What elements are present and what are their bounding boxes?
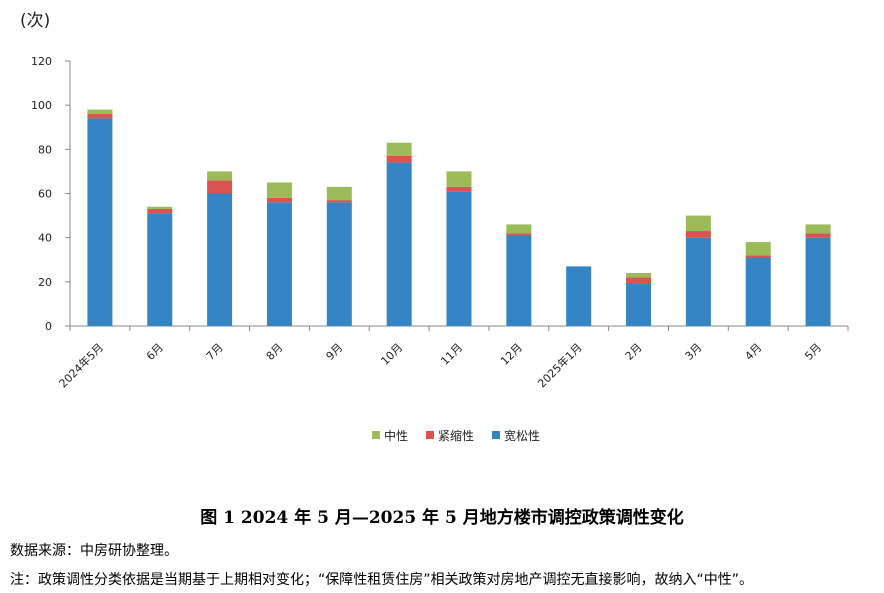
bar-segment-中性-9月 (326, 186, 352, 201)
y-tick-label: 80 (38, 143, 52, 156)
bar-segment-紧缩性-11月 (446, 186, 472, 192)
y-tick-label: 100 (31, 99, 52, 112)
stacked-bar-chart: 0 20 40 60 80 100 120 2024年5月 6月 7月 8月 9月 10月 11月 12月… (31, 55, 849, 443)
bar-segment-紧缩性-12月 (506, 233, 532, 236)
legend-label-紧缩性: 紧缩性 (438, 428, 474, 443)
y-axis-unit-label: (次) (20, 11, 51, 31)
x-tick-label: 2025年1月 (535, 340, 585, 390)
bar-segment-中性-4月 (745, 242, 771, 256)
footnote: 注：政策调性分类依据是当期基于上期相对变化；“保障性租赁住房”相关政策对房地产调… (10, 572, 754, 588)
bar-segment-紧缩性-2024年5月 (87, 114, 113, 119)
bar-segment-中性-6月 (147, 206, 173, 209)
bar-segment-宽松性-2月 (626, 284, 652, 326)
bar-segment-紧缩性-3月 (685, 231, 711, 238)
x-tick-label: 11月 (438, 341, 465, 368)
legend: 中性 紧缩性 宽松性 (372, 428, 540, 443)
bar-segment-宽松性-7月 (207, 193, 233, 326)
x-tick-label: 10月 (378, 341, 405, 368)
x-tick-label: 5月 (802, 341, 824, 363)
bars-layer (87, 109, 831, 327)
x-tick-label: 9月 (324, 341, 346, 363)
bar-segment-中性-2024年5月 (87, 109, 113, 114)
bar-segment-宽松性-2024年5月 (87, 118, 113, 327)
bar-segment-紧缩性-5月 (805, 233, 831, 238)
y-tick-label: 60 (38, 188, 52, 201)
legend-swatch-中性 (372, 431, 380, 439)
x-tick-labels-layer: 2024年5月 6月 7月 8月 9月 10月 11月 12月 2025年1月 2月 3月 4月 5月 (56, 340, 824, 390)
bar-segment-紧缩性-10月 (386, 155, 412, 163)
bar-segment-宽松性-10月 (386, 162, 412, 326)
legend-swatch-紧缩性 (426, 431, 434, 439)
bar-segment-中性-2月 (626, 273, 652, 278)
bar-segment-紧缩性-2月 (626, 277, 652, 285)
bar-segment-宽松性-5月 (805, 237, 831, 326)
data-source-note: 数据来源：中房研协整理。 (10, 543, 178, 559)
y-tick-label: 40 (38, 232, 52, 245)
bar-segment-宽松性-2025年1月 (566, 266, 592, 326)
legend-label-中性: 中性 (384, 428, 408, 443)
bar-segment-宽松性-8月 (266, 202, 292, 326)
x-tick-label: 2024年5月 (56, 340, 106, 390)
x-tick-label: 3月 (683, 341, 705, 363)
legend-swatch-宽松性 (492, 431, 500, 439)
y-tick-label: 120 (31, 55, 52, 68)
bar-segment-宽松性-11月 (446, 191, 472, 326)
bar-segment-中性-10月 (386, 142, 412, 156)
x-tick-label: 7月 (204, 341, 226, 363)
bar-segment-中性-8月 (266, 182, 292, 198)
x-tick-label: 12月 (498, 341, 525, 368)
bar-segment-宽松性-4月 (745, 257, 771, 326)
bar-segment-宽松性-3月 (685, 237, 711, 326)
legend-label-宽松性: 宽松性 (504, 428, 540, 443)
x-tick-label: 8月 (264, 341, 286, 363)
x-tick-label: 6月 (144, 341, 166, 363)
bar-segment-中性-7月 (207, 171, 233, 181)
bar-segment-宽松性-6月 (147, 213, 173, 326)
bar-segment-紧缩性-8月 (266, 197, 292, 203)
bar-segment-紧缩性-7月 (207, 180, 233, 194)
y-tick-label: 20 (38, 276, 52, 289)
bar-segment-宽松性-12月 (506, 235, 532, 326)
bar-segment-宽松性-9月 (326, 202, 352, 326)
bar-segment-紧缩性-4月 (745, 255, 771, 258)
y-tick-label: 0 (45, 320, 52, 333)
bar-segment-紧缩性-9月 (326, 200, 352, 203)
bar-segment-中性-12月 (506, 224, 532, 234)
x-tick-label: 4月 (742, 341, 764, 363)
bar-segment-中性-3月 (685, 215, 711, 232)
bar-segment-中性-11月 (446, 171, 472, 187)
x-tick-label: 2月 (623, 341, 645, 363)
bar-segment-紧缩性-6月 (147, 208, 173, 214)
bar-segment-中性-5月 (805, 224, 831, 234)
figure-caption: 图 1 2024 年 5 月—2025 年 5 月地方楼市调控政策调性变化 (200, 508, 684, 528)
